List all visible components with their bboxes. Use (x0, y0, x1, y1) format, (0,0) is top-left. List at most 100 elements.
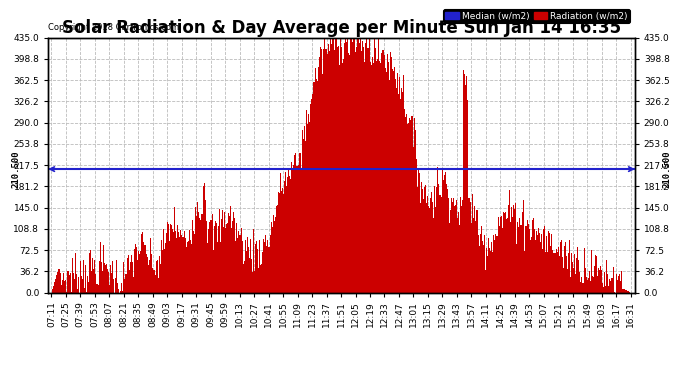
Bar (573, 268, 574, 292)
Bar (471, 194, 473, 292)
Bar (124, 279, 126, 292)
Bar (575, 274, 576, 292)
Bar (268, 248, 270, 292)
Bar (626, 290, 627, 292)
Bar (355, 47, 357, 292)
Bar (491, 242, 493, 292)
Bar (59, 268, 60, 292)
Bar (331, 44, 332, 292)
Bar (177, 225, 178, 292)
Bar (256, 241, 257, 292)
Bar (101, 271, 103, 292)
Bar (619, 274, 620, 292)
Bar (564, 246, 565, 292)
Bar (196, 216, 197, 292)
Bar (222, 210, 223, 292)
Bar (431, 192, 432, 292)
Bar (541, 234, 542, 292)
Bar (310, 104, 311, 292)
Bar (58, 268, 59, 292)
Bar (446, 189, 448, 292)
Bar (194, 234, 195, 292)
Bar (458, 211, 459, 292)
Bar (226, 224, 227, 292)
Bar (432, 202, 433, 292)
Bar (288, 168, 289, 292)
Bar (485, 270, 486, 292)
Bar (371, 65, 372, 292)
Bar (427, 196, 428, 292)
Bar (377, 59, 378, 292)
Title: Solar Radiation & Day Average per Minute Sun Jan 14 16:35: Solar Radiation & Day Average per Minute… (62, 20, 621, 38)
Bar (444, 172, 446, 292)
Bar (109, 285, 110, 292)
Bar (224, 212, 225, 292)
Bar (615, 274, 617, 292)
Bar (477, 236, 479, 292)
Bar (57, 272, 58, 292)
Bar (284, 181, 285, 292)
Bar (254, 271, 255, 292)
Bar (252, 272, 253, 292)
Bar (301, 168, 302, 292)
Bar (429, 208, 430, 292)
Bar (566, 256, 567, 292)
Bar (103, 245, 104, 292)
Bar (174, 207, 175, 292)
Bar (569, 240, 570, 292)
Bar (386, 54, 388, 292)
Bar (320, 48, 322, 292)
Bar (532, 220, 533, 292)
Bar (135, 244, 136, 292)
Bar (450, 210, 451, 292)
Bar (91, 271, 92, 292)
Bar (456, 200, 457, 292)
Bar (217, 242, 218, 292)
Bar (555, 249, 557, 292)
Bar (258, 268, 259, 292)
Bar (151, 254, 152, 292)
Bar (92, 258, 93, 292)
Bar (506, 219, 507, 292)
Bar (112, 261, 113, 292)
Bar (553, 253, 555, 292)
Bar (138, 251, 139, 292)
Bar (210, 219, 212, 292)
Bar (121, 283, 122, 292)
Bar (220, 242, 221, 292)
Bar (592, 276, 593, 292)
Bar (457, 218, 458, 292)
Bar (540, 242, 541, 292)
Bar (520, 225, 522, 292)
Bar (309, 122, 310, 292)
Bar (171, 225, 172, 292)
Bar (539, 233, 540, 292)
Bar (176, 238, 177, 292)
Bar (283, 194, 284, 292)
Bar (604, 272, 605, 292)
Bar (392, 69, 393, 292)
Bar (248, 247, 249, 292)
Bar (364, 62, 365, 292)
Bar (235, 241, 237, 292)
Bar (56, 275, 57, 292)
Bar (375, 48, 376, 292)
Bar (81, 276, 82, 292)
Bar (466, 76, 467, 292)
Bar (391, 57, 392, 292)
Bar (278, 192, 279, 292)
Bar (480, 234, 481, 292)
Bar (247, 237, 248, 292)
Bar (481, 226, 482, 292)
Bar (89, 253, 90, 292)
Bar (440, 196, 442, 292)
Bar (200, 220, 201, 292)
Bar (147, 256, 148, 292)
Bar (623, 289, 624, 292)
Bar (157, 278, 159, 292)
Bar (417, 169, 419, 292)
Bar (140, 251, 141, 292)
Bar (312, 94, 313, 292)
Bar (442, 180, 444, 292)
Bar (249, 258, 250, 292)
